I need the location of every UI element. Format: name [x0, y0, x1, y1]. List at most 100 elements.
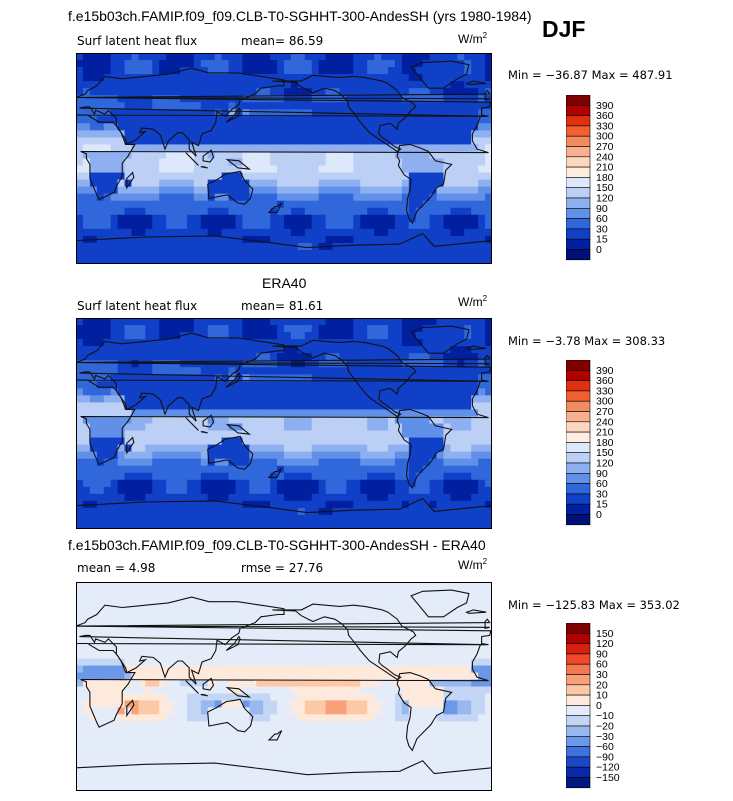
map-cell: [429, 651, 438, 660]
map-cell: [103, 123, 112, 131]
map-cell: [394, 53, 403, 61]
map-cell: [388, 700, 396, 708]
map-cell: [325, 609, 334, 618]
map-cell: [381, 249, 389, 258]
map-cell: [228, 381, 237, 389]
map-cell: [450, 116, 458, 124]
map-cell: [207, 665, 216, 674]
map-cell: [145, 374, 153, 382]
map-cell: [103, 651, 112, 660]
map-cell: [228, 444, 237, 453]
map-cell: [381, 102, 389, 110]
map-cell: [159, 493, 167, 502]
map-cell: [284, 409, 292, 418]
map-cell: [346, 179, 354, 188]
map-cell: [145, 346, 153, 354]
map-cell: [277, 95, 285, 103]
map-cell: [290, 109, 299, 117]
map-cell: [401, 130, 410, 138]
map-cell: [152, 332, 160, 340]
map-cell: [270, 416, 278, 425]
map-cell: [311, 207, 320, 216]
map-cell: [152, 693, 160, 702]
map-cell: [318, 430, 327, 439]
map-cell: [457, 53, 465, 61]
map-cell: [388, 242, 396, 251]
map-cell: [103, 81, 112, 89]
map-cell: [96, 88, 105, 96]
map-cell: [332, 193, 341, 202]
map-cell: [82, 493, 91, 502]
map-cell: [318, 116, 327, 124]
map-cell: [381, 158, 389, 167]
map-cell: [450, 130, 458, 138]
map-cell: [214, 200, 223, 209]
map-cell: [180, 179, 188, 188]
map-cell: [103, 602, 112, 611]
map-cell: [186, 179, 195, 188]
map-cell: [422, 686, 431, 695]
map-cell: [221, 151, 230, 160]
map-cell: [436, 256, 445, 264]
map-cell: [96, 609, 105, 618]
map-cell: [471, 451, 479, 460]
map-cell: [89, 616, 98, 625]
map-cell: [297, 81, 306, 89]
map-cell: [159, 221, 167, 230]
map-cell: [180, 479, 188, 488]
map-cell: [110, 658, 119, 667]
map-cell: [436, 388, 445, 396]
map-cell: [478, 602, 486, 611]
colorbar-tick-label: 210: [596, 162, 614, 174]
map-cell: [256, 721, 264, 729]
map-cell: [249, 402, 257, 411]
map-cell: [76, 367, 84, 375]
map-cell: [124, 630, 133, 639]
map-cell: [284, 582, 292, 590]
map-cell: [200, 165, 209, 174]
colorbar-tick-label: 390: [596, 365, 614, 377]
map-cell: [159, 53, 167, 61]
map-cell: [367, 353, 375, 361]
map-cell: [311, 95, 320, 103]
map-cell: [242, 630, 250, 639]
map-cell: [103, 707, 112, 715]
map-cell: [152, 186, 160, 195]
map-cell: [110, 458, 119, 467]
map-cell: [221, 81, 230, 89]
map-cell: [478, 500, 486, 509]
map-cell: [82, 158, 91, 167]
map-cell: [242, 193, 250, 202]
map-cell: [478, 458, 486, 467]
map-cell: [388, 437, 396, 446]
map-cell: [311, 151, 320, 160]
map-cell: [436, 602, 445, 611]
map-cell: [76, 60, 84, 68]
map-cell: [200, 74, 209, 82]
map-cell: [138, 486, 146, 495]
map-cell: [443, 423, 451, 432]
map-cell: [339, 67, 347, 75]
map-cell: [242, 472, 250, 481]
map-cell: [159, 514, 167, 523]
map-cell: [325, 332, 334, 340]
map-cell: [200, 637, 209, 646]
map-cell: [166, 714, 174, 722]
map-cell: [173, 637, 181, 646]
map-cell: [485, 228, 492, 237]
map-cell: [124, 137, 133, 146]
map-cell: [297, 88, 306, 96]
map-cell: [284, 693, 292, 702]
map-cell: [138, 165, 146, 174]
map-cell: [297, 707, 306, 715]
map-cell: [443, 409, 451, 418]
map-cell: [415, 249, 424, 258]
map-cell: [284, 346, 292, 354]
map-cell: [485, 249, 492, 258]
map-cell: [256, 214, 264, 223]
map-cell: [180, 402, 188, 411]
map-cell: [325, 644, 334, 653]
map-cell: [82, 116, 91, 124]
colorbar-box: [565, 249, 591, 261]
map-cell: [124, 582, 133, 590]
